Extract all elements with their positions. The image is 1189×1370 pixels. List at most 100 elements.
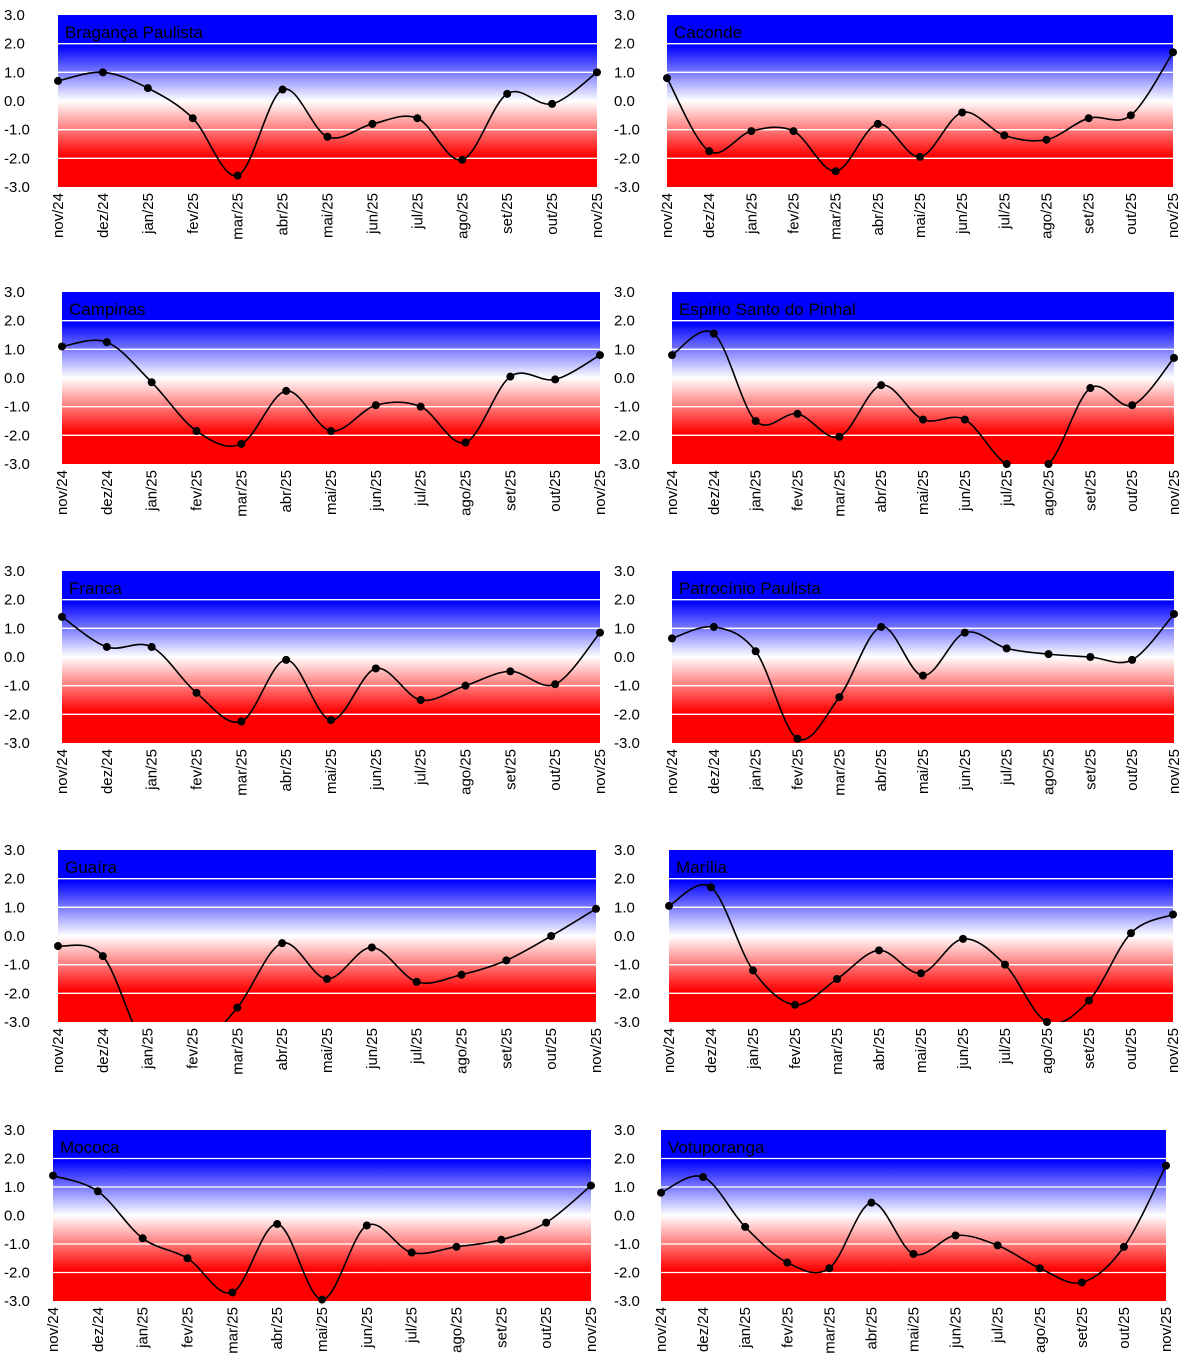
x-tick-label: jun/25 — [368, 749, 385, 791]
data-point — [1126, 111, 1135, 120]
x-tick-label: mar/25 — [828, 193, 845, 240]
y-tick-label: -1.0 — [4, 1236, 30, 1253]
x-tick-label: nov/25 — [1165, 193, 1182, 238]
x-tick-label: abr/25 — [278, 749, 295, 792]
data-point — [502, 956, 511, 965]
data-point — [1035, 1264, 1044, 1273]
y-tick-label: 0.0 — [614, 93, 635, 110]
x-tick-label: dez/24 — [95, 193, 112, 238]
data-point — [138, 1234, 147, 1243]
x-tick-label: nov/25 — [1165, 1028, 1182, 1073]
data-point — [1002, 644, 1011, 653]
data-point — [183, 1254, 192, 1263]
x-tick-label: out/25 — [1124, 749, 1141, 791]
x-tick-label: set/25 — [502, 470, 519, 511]
x-tick-label: jun/25 — [364, 193, 381, 235]
x-tick-label: jun/25 — [368, 470, 385, 512]
x-tick-label: nov/24 — [50, 193, 67, 238]
x-tick-label: dez/24 — [99, 749, 116, 794]
chart-panel-2: 3.0 2.0 1.0 0.0 -1.0 -2.0 -3.0 nov/24 dez/24 jan/… — [4, 284, 605, 517]
x-tick-label: fev/25 — [786, 193, 803, 234]
x-tick-label: out/25 — [1124, 470, 1141, 512]
x-tick-label: jun/25 — [948, 1307, 965, 1349]
data-point — [877, 381, 886, 390]
x-tick-label: set/25 — [502, 749, 519, 790]
x-tick-label: mai/25 — [906, 1307, 923, 1352]
x-tick-label: dez/24 — [701, 193, 718, 238]
data-point — [1170, 610, 1178, 618]
x-tick-label: dez/24 — [706, 749, 723, 794]
data-point — [58, 612, 66, 621]
y-tick-label: -1.0 — [614, 957, 640, 974]
x-tick-label: jul/25 — [997, 1028, 1014, 1065]
data-point — [917, 969, 925, 978]
data-point — [1084, 114, 1093, 123]
x-tick-label: mar/25 — [821, 1307, 838, 1354]
x-tick-label: mar/25 — [829, 1028, 846, 1075]
y-tick-label: 0.0 — [614, 370, 635, 387]
x-tick-label: out/25 — [543, 1028, 560, 1070]
data-point — [237, 439, 246, 448]
chart-panel-6: 3.0 2.0 1.0 0.0 -1.0 -2.0 -3.0 nov/24 dez/24 jan/… — [4, 842, 605, 1075]
x-tick-label: set/25 — [493, 1307, 510, 1348]
x-tick-label: nov/25 — [1158, 1307, 1175, 1352]
x-tick-label: ago/25 — [454, 193, 471, 239]
y-tick-label: 1.0 — [4, 341, 25, 358]
data-point — [707, 883, 715, 892]
x-tick-label: dez/24 — [706, 470, 723, 515]
y-tick-label: -2.0 — [4, 1265, 30, 1282]
x-tick-label: mai/25 — [915, 749, 932, 794]
data-point — [909, 1249, 918, 1258]
x-tick-label: fev/25 — [779, 1307, 796, 1348]
y-tick-label: 1.0 — [4, 620, 25, 637]
chart-panel-8: 3.0 2.0 1.0 0.0 -1.0 -2.0 -3.0 nov/24 dez/24 jan/… — [4, 1122, 600, 1354]
data-point — [452, 1242, 461, 1251]
x-tick-label: abr/25 — [269, 1307, 286, 1350]
data-point — [1043, 1018, 1051, 1026]
y-tick-label: 3.0 — [4, 284, 25, 301]
x-tick-label: abr/25 — [863, 1307, 880, 1350]
data-point — [1128, 401, 1137, 410]
x-tick-label: jun/25 — [954, 193, 971, 235]
y-tick-label: -1.0 — [4, 957, 30, 974]
x-tick-label: abr/25 — [278, 470, 295, 513]
x-tick-label: jul/25 — [990, 1307, 1007, 1344]
data-point — [273, 1220, 282, 1229]
x-tick-label: out/25 — [547, 470, 564, 512]
data-point — [102, 642, 111, 651]
x-tick-label: jul/25 — [404, 1307, 421, 1344]
data-point — [551, 375, 560, 384]
data-point — [192, 427, 201, 436]
data-point — [192, 688, 201, 697]
x-tick-label: mai/25 — [320, 193, 337, 238]
data-point — [877, 622, 886, 631]
data-point — [919, 671, 927, 680]
y-tick-label: -1.0 — [4, 678, 30, 695]
data-point — [188, 114, 197, 123]
data-point — [143, 84, 152, 93]
x-tick-label: jul/25 — [999, 470, 1016, 507]
x-tick-label: ago/25 — [458, 749, 475, 795]
y-tick-label: -3.0 — [4, 735, 30, 752]
x-tick-label: jul/25 — [999, 749, 1016, 786]
x-tick-label: mar/25 — [229, 1028, 246, 1075]
y-tick-label: -3.0 — [614, 179, 640, 196]
chart-panel-3: 3.0 2.0 1.0 0.0 -1.0 -2.0 -3.0 nov/24 dez/24 jan/… — [614, 284, 1183, 517]
data-point — [58, 342, 66, 351]
y-tick-label: -1.0 — [614, 122, 640, 139]
chart-title: Campinas — [69, 300, 146, 319]
x-tick-label: nov/24 — [664, 749, 681, 794]
x-tick-label: nov/24 — [54, 749, 71, 794]
data-point — [327, 716, 335, 725]
y-tick-label: -3.0 — [4, 179, 30, 196]
x-tick-label: jan/25 — [748, 470, 765, 512]
x-tick-label: fev/25 — [790, 749, 807, 790]
data-point — [1077, 1278, 1086, 1287]
y-tick-label: 3.0 — [4, 7, 25, 24]
x-tick-label: nov/25 — [583, 1307, 600, 1352]
data-point — [1162, 1161, 1170, 1170]
x-tick-label: fev/25 — [180, 1307, 197, 1348]
y-tick-label: 1.0 — [614, 1179, 635, 1196]
data-point — [1042, 135, 1051, 144]
data-point — [367, 943, 376, 952]
